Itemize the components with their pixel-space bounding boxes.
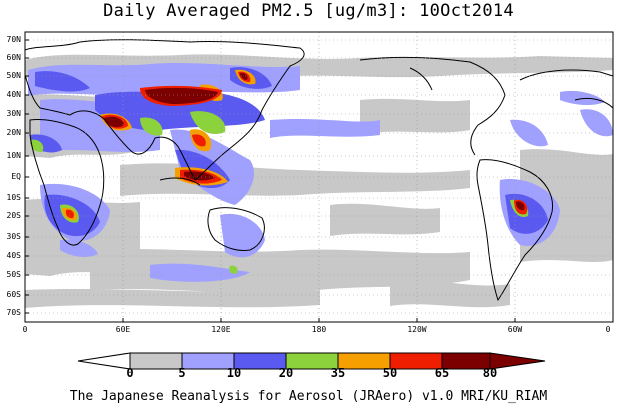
lat-label: EQ <box>11 172 21 181</box>
colorbar-swatch-8 <box>489 352 546 370</box>
pm25-level-5-10 <box>25 54 613 308</box>
lat-label: 50N <box>6 71 21 80</box>
lon-label: 0 <box>605 325 611 334</box>
lon-label: 60W <box>507 325 523 334</box>
pm25-level-80plus <box>104 72 525 211</box>
colorbar-label: 20 <box>278 366 294 380</box>
colorbar-label: 50 <box>382 366 398 380</box>
colorbar-label: 80 <box>482 366 498 380</box>
lat-label: 70S <box>6 308 21 317</box>
lon-label: 120E <box>211 325 231 334</box>
lat-label: 70N <box>6 35 21 44</box>
lat-label: 20N <box>6 128 21 137</box>
lon-label: 0 <box>22 325 28 334</box>
lon-label: 120W <box>407 325 427 334</box>
graticule <box>25 32 613 322</box>
colorbar <box>77 352 546 370</box>
lat-label: 30N <box>6 109 21 118</box>
colorbar-label: 5 <box>178 366 186 380</box>
lat-label: 50S <box>6 270 21 279</box>
colorbar-label: 35 <box>330 366 346 380</box>
colorbar-label: 0 <box>126 366 134 380</box>
lat-label: 30S <box>6 232 21 241</box>
lat-label: 60N <box>6 53 21 62</box>
lat-label: 60S <box>6 290 21 299</box>
footer-credit: The Japanese Reanalysis for Aerosol (JRA… <box>69 389 548 404</box>
lon-label: 60E <box>115 325 131 334</box>
colorbar-label: 10 <box>226 366 242 380</box>
colorbar-label: 65 <box>434 366 450 380</box>
lat-label: 10N <box>6 151 21 160</box>
map-title: Daily Averaged PM2.5 [ug/m3]: 10Oct2014 <box>103 1 514 21</box>
lat-label: 40S <box>6 251 21 260</box>
lat-label: 40N <box>6 90 21 99</box>
lon-label: 180 <box>311 325 327 334</box>
lat-label: 10S <box>6 193 21 202</box>
lat-label: 20S <box>6 211 21 220</box>
axis-ticks <box>25 39 516 322</box>
